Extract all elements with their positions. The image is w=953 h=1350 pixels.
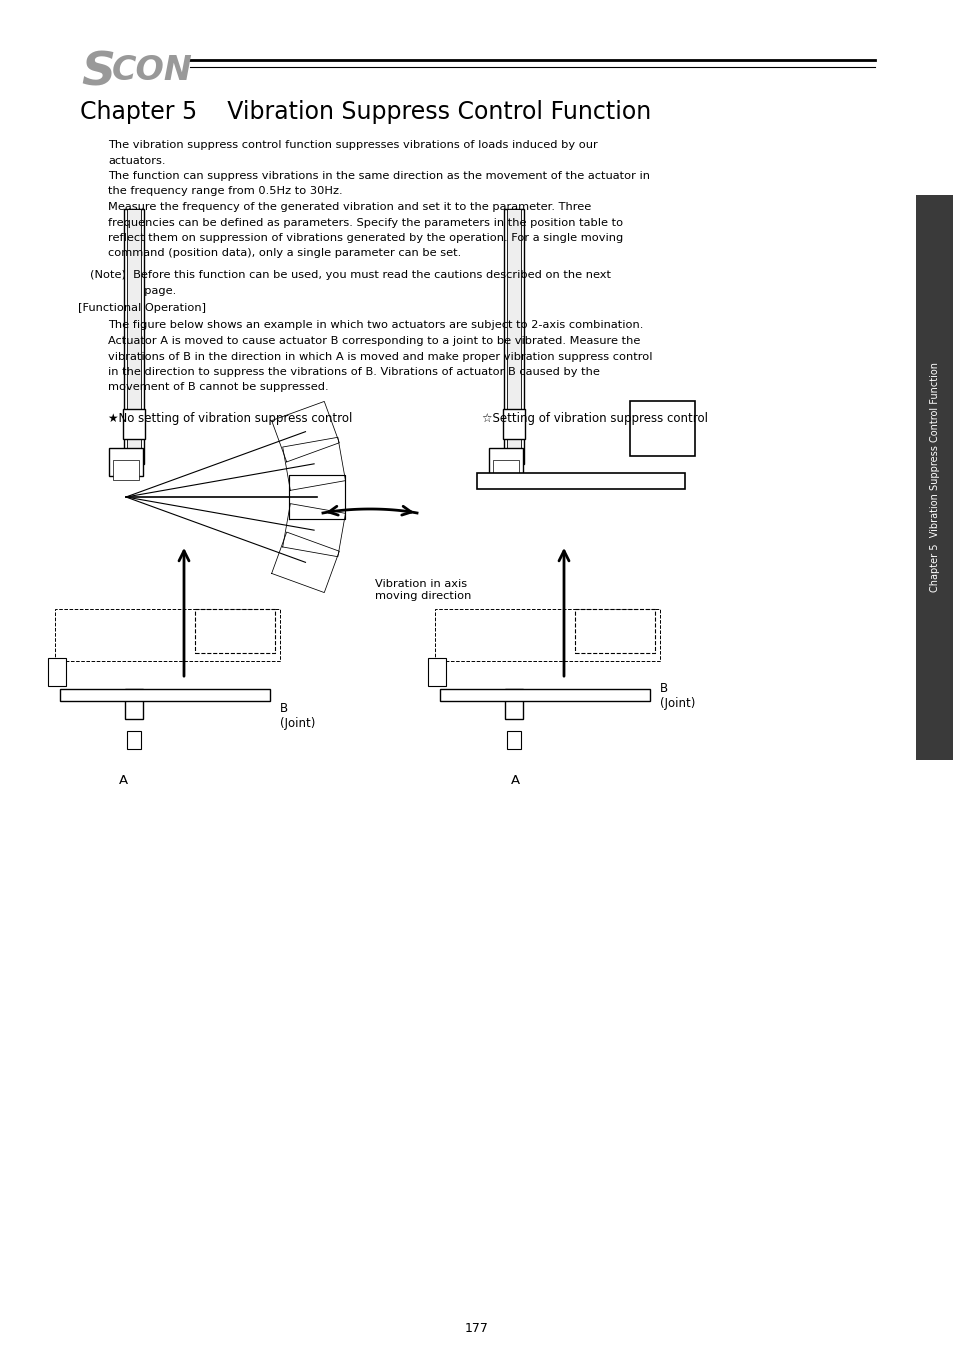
Bar — [48, 657, 66, 686]
Bar — [506, 730, 520, 749]
Bar — [629, 401, 695, 456]
Text: The figure below shows an example in which two actuators are subject to 2-axis c: The figure below shows an example in whi… — [108, 320, 642, 331]
Text: 177: 177 — [464, 1322, 489, 1335]
Text: (Note)  Before this function can be used, you must read the cautions described o: (Note) Before this function can be used,… — [90, 270, 610, 279]
Bar — [428, 657, 446, 686]
Bar — [915, 194, 953, 760]
Bar — [493, 460, 518, 481]
Bar — [439, 688, 649, 701]
Text: The vibration suppress control function suppresses vibrations of loads induced b: The vibration suppress control function … — [108, 140, 598, 150]
Text: Chapter 5    Vibration Suppress Control Function: Chapter 5 Vibration Suppress Control Fun… — [80, 100, 651, 124]
Text: the frequency range from 0.5Hz to 30Hz.: the frequency range from 0.5Hz to 30Hz. — [108, 186, 342, 197]
Text: ☆Setting of vibration suppress control: ☆Setting of vibration suppress control — [481, 412, 707, 425]
Text: frequencies can be defined as parameters. Specify the parameters in the position: frequencies can be defined as parameters… — [108, 217, 622, 228]
Text: actuators.: actuators. — [108, 155, 165, 166]
Text: page.: page. — [108, 285, 176, 296]
Bar — [575, 609, 655, 653]
Bar — [489, 448, 522, 477]
Bar — [127, 209, 141, 464]
Text: S: S — [81, 50, 115, 96]
Text: CON: CON — [112, 54, 193, 86]
Text: [Functional Operation]: [Functional Operation] — [78, 302, 206, 313]
Bar — [55, 609, 280, 662]
Bar — [112, 460, 139, 481]
Text: Chapter 5  Vibration Suppress Control Function: Chapter 5 Vibration Suppress Control Fun… — [929, 363, 939, 593]
Text: A: A — [510, 774, 519, 787]
Text: B
(Joint): B (Joint) — [280, 702, 315, 730]
Bar — [435, 609, 659, 662]
Text: A: A — [118, 774, 128, 787]
Bar — [123, 409, 145, 439]
Bar — [194, 609, 274, 653]
Bar — [504, 688, 522, 720]
Text: vibrations of B in the direction in which A is moved and make proper vibration s: vibrations of B in the direction in whic… — [108, 351, 652, 362]
Text: reflect them on suppression of vibrations generated by the operation. For a sing: reflect them on suppression of vibration… — [108, 234, 622, 243]
Text: in the direction to suppress the vibrations of B. Vibrations of actuator B cause: in the direction to suppress the vibrati… — [108, 367, 599, 377]
Text: The function can suppress vibrations in the same direction as the movement of th: The function can suppress vibrations in … — [108, 171, 649, 181]
Bar — [124, 209, 144, 464]
Text: command (position data), only a single parameter can be set.: command (position data), only a single p… — [108, 248, 460, 258]
Text: Actuator A is moved to cause actuator B corresponding to a joint to be vibrated.: Actuator A is moved to cause actuator B … — [108, 336, 639, 346]
Bar — [127, 730, 141, 749]
Bar — [506, 209, 520, 464]
Bar — [503, 209, 523, 464]
Bar — [125, 688, 143, 720]
Bar — [60, 688, 270, 701]
Text: Measure the frequency of the generated vibration and set it to the parameter. Th: Measure the frequency of the generated v… — [108, 202, 591, 212]
Text: B
(Joint): B (Joint) — [659, 682, 695, 710]
Bar — [502, 409, 524, 439]
Bar — [109, 448, 143, 477]
Bar — [476, 472, 684, 489]
Text: movement of B cannot be suppressed.: movement of B cannot be suppressed. — [108, 382, 328, 393]
Text: Vibration in axis
moving direction: Vibration in axis moving direction — [375, 579, 471, 601]
Text: ★No setting of vibration suppress control: ★No setting of vibration suppress contro… — [108, 412, 352, 425]
